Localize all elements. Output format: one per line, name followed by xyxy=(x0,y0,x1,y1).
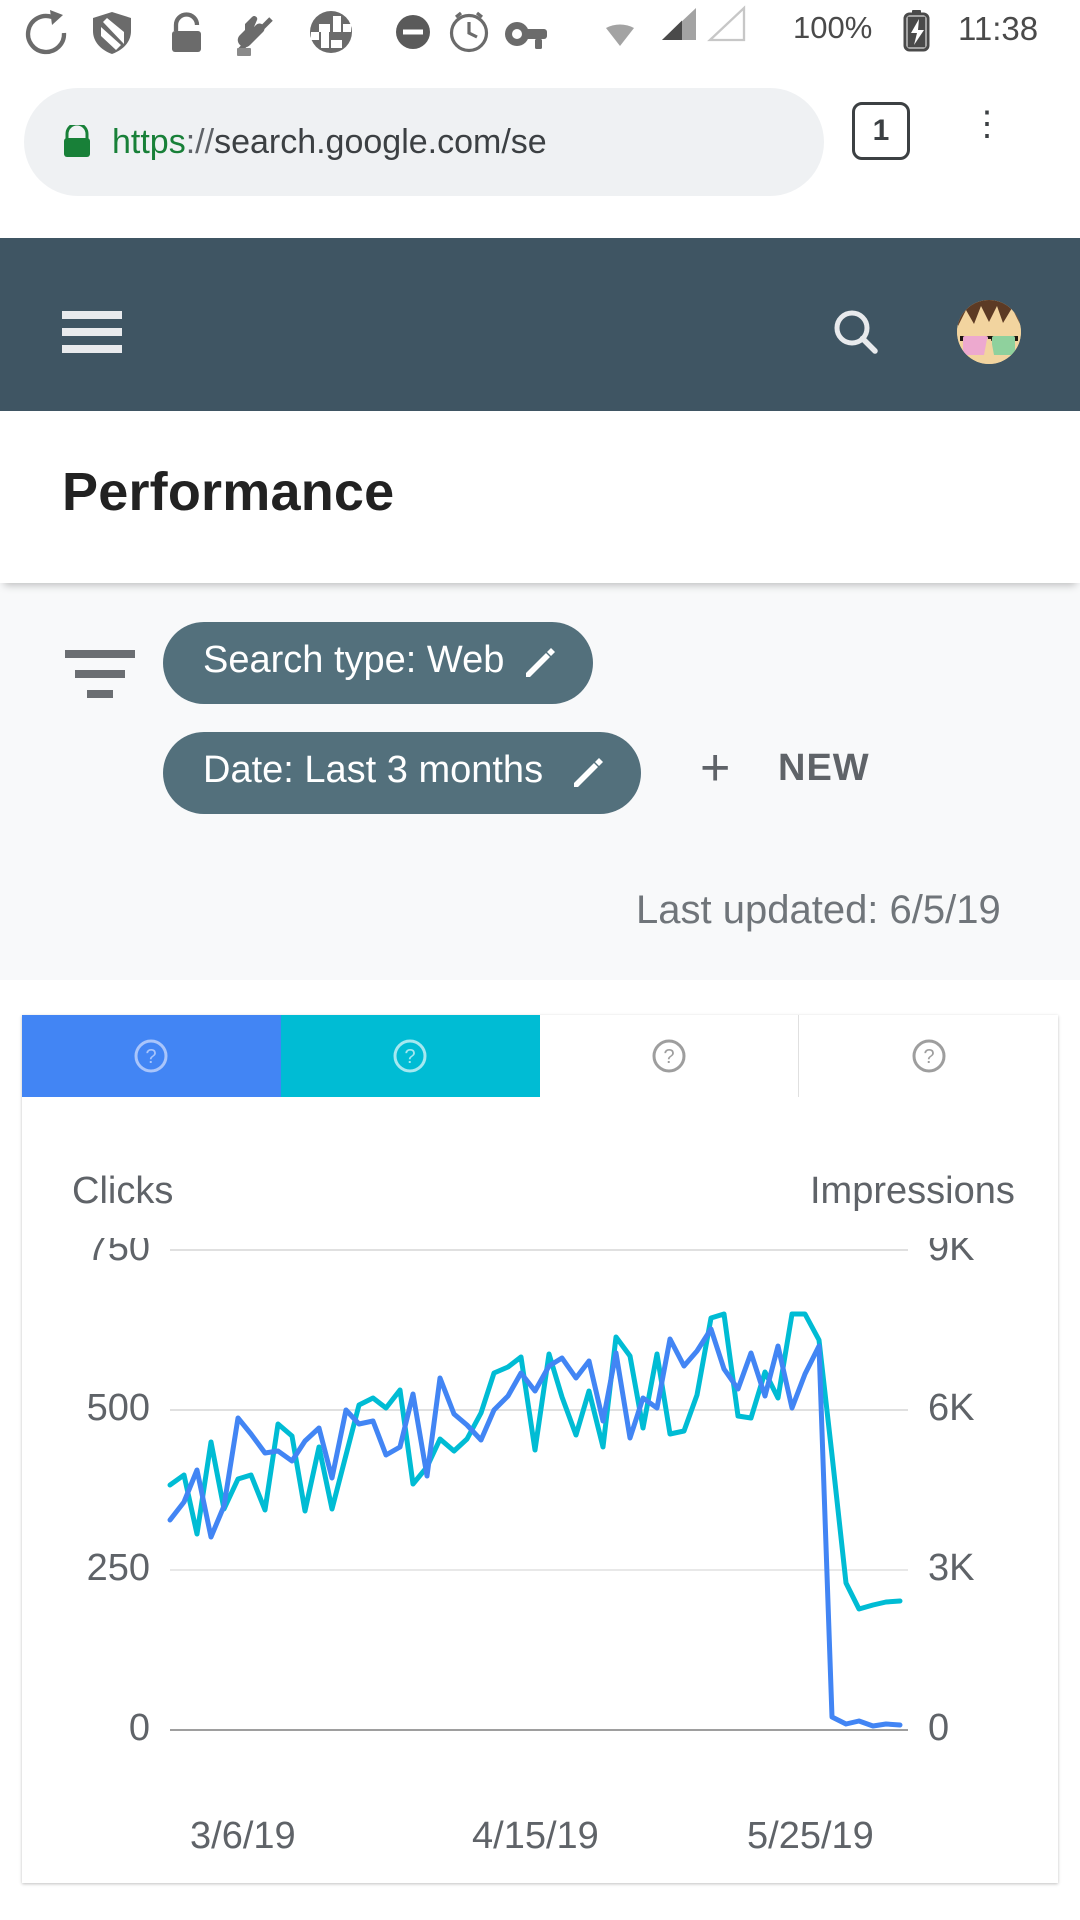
svg-text:?: ? xyxy=(663,1046,674,1068)
svg-text:11:38: 11:38 xyxy=(958,10,1038,47)
svg-text:3/6/19: 3/6/19 xyxy=(190,1815,296,1857)
svg-text:0: 0 xyxy=(928,1707,949,1749)
svg-text:6K: 6K xyxy=(928,1387,974,1429)
svg-text:250: 250 xyxy=(87,1547,150,1589)
svg-text:?: ? xyxy=(405,1046,416,1068)
svg-text:0: 0 xyxy=(129,1707,150,1749)
svg-text:?: ? xyxy=(146,1046,157,1068)
svg-text:4/15/19: 4/15/19 xyxy=(472,1815,599,1857)
svg-text:500: 500 xyxy=(87,1387,150,1429)
svg-text:3K: 3K xyxy=(928,1547,974,1589)
svg-text:750: 750 xyxy=(87,1238,150,1269)
svg-text:5/25/19: 5/25/19 xyxy=(747,1815,874,1857)
svg-text:9K: 9K xyxy=(928,1238,974,1269)
svg-text:?: ? xyxy=(923,1046,934,1068)
svg-text:100%: 100% xyxy=(793,10,872,45)
